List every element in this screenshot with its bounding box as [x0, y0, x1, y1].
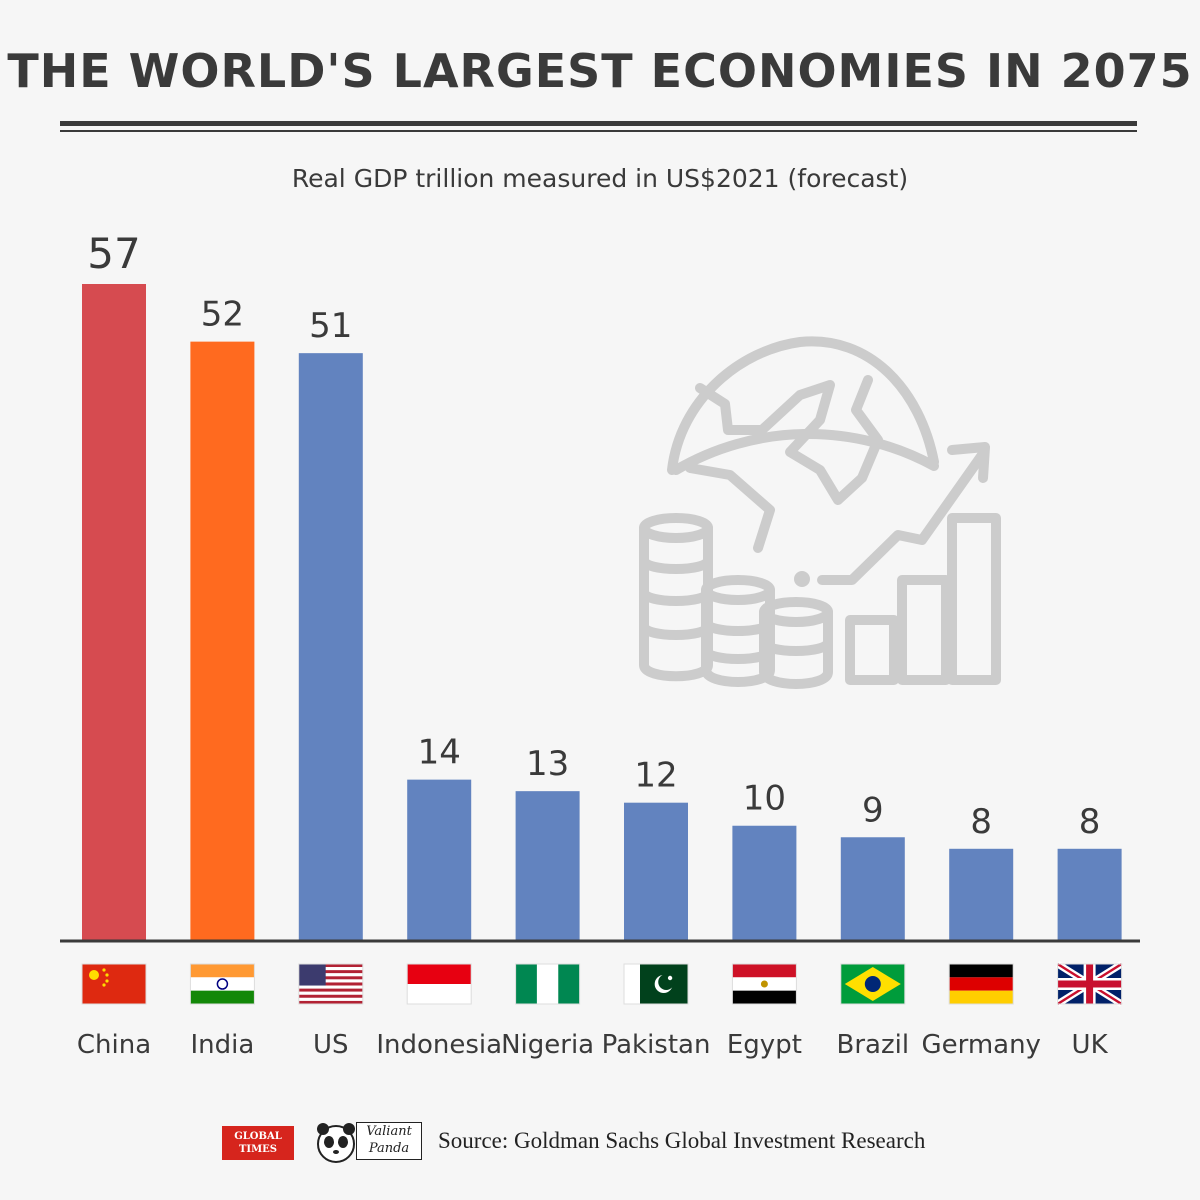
valiant-panda-logo-line2: Panda — [368, 1141, 410, 1156]
valiant-panda-logo: Valiant Panda — [356, 1122, 422, 1160]
title-divider-thick — [60, 121, 1137, 126]
value-label-indonesia: 14 — [418, 733, 461, 773]
source-note: Source: Goldman Sachs Global Investment … — [438, 1128, 926, 1153]
bar-indonesia — [407, 779, 472, 941]
value-label-egypt: 10 — [743, 779, 786, 819]
footer: GLOBAL TIMES Valiant Panda Source: Goldm… — [0, 1118, 1200, 1168]
category-label-indonesia: Indonesia — [376, 1030, 502, 1060]
title-divider-thin — [60, 130, 1137, 132]
bar-us — [298, 353, 363, 941]
flag-indonesia-icon — [406, 963, 472, 1005]
value-label-uk: 8 — [1079, 802, 1101, 842]
bars-group — [82, 284, 1122, 941]
category-label-uk: UK — [1072, 1030, 1109, 1060]
flag-egypt-icon — [731, 963, 797, 1005]
bar-brazil — [840, 837, 905, 941]
valiant-panda-logo-line1: Valiant — [366, 1124, 412, 1139]
value-label-germany: 8 — [970, 802, 992, 842]
bar-chart: 57 52 51 14 13 12 10 9 8 8 China India US Indonesia N… — [60, 229, 1140, 1060]
category-label-pakistan: Pakistan — [602, 1030, 711, 1060]
category-label-germany: Germany — [921, 1030, 1041, 1060]
bar-uk — [1057, 848, 1122, 941]
flag-us-icon — [298, 963, 364, 1005]
panda-icon — [317, 1123, 355, 1163]
flag-germany-icon — [948, 963, 1014, 1005]
category-label-nigeria: Nigeria — [501, 1030, 594, 1060]
category-label-china: China — [77, 1030, 151, 1060]
bar-germany — [949, 848, 1014, 941]
global-times-logo-line2: TIMES — [238, 1144, 278, 1155]
flag-china-icon — [81, 963, 147, 1005]
bar-nigeria — [515, 791, 580, 941]
bar-pakistan — [624, 802, 688, 941]
page-title: THE WORLD'S LARGEST ECONOMIES IN 2075 — [7, 44, 1193, 98]
chart-subtitle: Real GDP trillion measured in US$2021 (f… — [291, 164, 909, 193]
flag-brazil-icon — [840, 963, 906, 1005]
category-labels-group: China India US Indonesia Nigeria Pakistan Egyp… — [77, 1030, 1109, 1060]
value-label-china: 57 — [87, 229, 140, 278]
category-label-brazil: Brazil — [837, 1030, 910, 1060]
bar-india — [190, 341, 255, 941]
value-label-us: 51 — [309, 306, 352, 346]
bar-egypt — [732, 825, 797, 941]
value-label-india: 52 — [201, 295, 244, 335]
global-times-logo: GLOBAL TIMES — [222, 1126, 294, 1160]
globe-coins-growth-icon — [639, 336, 1001, 689]
value-label-nigeria: 13 — [526, 744, 569, 784]
category-label-egypt: Egypt — [727, 1030, 802, 1060]
value-label-pakistan: 12 — [634, 756, 677, 796]
global-times-logo-line1: GLOBAL — [234, 1131, 282, 1142]
category-label-india: India — [190, 1030, 254, 1060]
flag-uk-icon — [1055, 961, 1124, 1007]
flag-india-icon — [189, 963, 255, 1005]
value-labels-group: 57 52 51 14 13 12 10 9 8 8 — [87, 229, 1100, 842]
category-label-us: US — [313, 1030, 349, 1060]
flag-nigeria-icon — [515, 963, 581, 1005]
value-label-brazil: 9 — [862, 790, 884, 830]
flag-pakistan-icon — [623, 963, 689, 1005]
bar-china — [82, 284, 146, 941]
flags-group — [81, 961, 1124, 1007]
